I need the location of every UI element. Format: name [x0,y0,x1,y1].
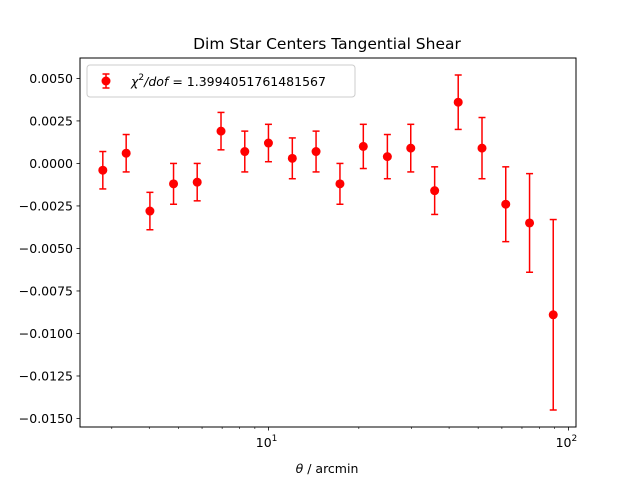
data-point [240,147,250,157]
legend: χ2/dof = 1.3994051761481567 [86,64,356,98]
data-point [216,126,226,136]
data-point [453,97,463,107]
plot-area [98,74,558,411]
x-tick-label: 101 [256,434,278,450]
plot-frame [79,57,577,428]
y-tick-label: 0.0025 [29,113,73,128]
y-tick-label: 0.0000 [29,156,73,171]
data-point [430,186,440,196]
data-point [335,179,345,189]
legend-label: χ2/dof = 1.3994051761481567 [130,73,326,89]
data-point [263,138,273,148]
data-point [477,143,487,153]
data-point [311,147,321,157]
y-tick-label: 0.0050 [29,71,73,86]
y-tick-label: −0.0100 [19,326,73,341]
data-point [98,165,108,175]
data-point [358,141,368,151]
data-point [382,152,392,162]
y-tick-label: −0.0125 [19,368,73,383]
data-point [169,179,179,189]
legend-frame [86,64,356,98]
y-tick-label: −0.0025 [19,198,73,213]
data-point [406,143,416,153]
y-tick-label: −0.0150 [19,411,73,426]
x-axis-label: θ / arcmin [296,461,359,476]
chart-title: Dim Star Centers Tangential Shear [193,35,461,53]
data-point [145,206,155,216]
y-tick-label: −0.0050 [19,241,73,256]
legend-marker [101,76,111,86]
data-point [548,310,558,320]
x-tick-label: 102 [556,434,578,450]
data-point [501,199,511,209]
data-point [525,218,535,228]
data-point [192,177,202,187]
data-point [121,148,131,158]
data-point [287,153,297,163]
y-tick-label: −0.0075 [19,283,73,298]
